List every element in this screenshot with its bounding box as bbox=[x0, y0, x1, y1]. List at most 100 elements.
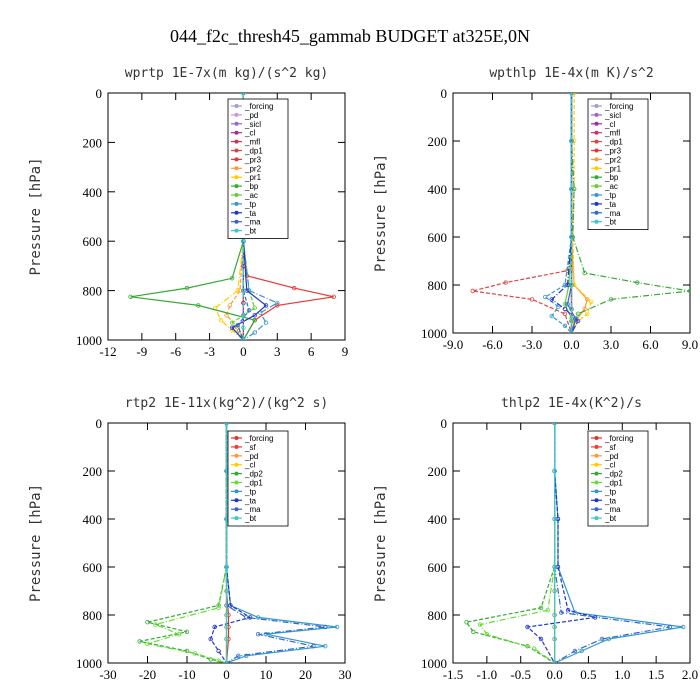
data-point bbox=[241, 238, 246, 244]
legend-label: _cl bbox=[604, 461, 615, 470]
y-tick-label: 400 bbox=[83, 185, 103, 200]
y-tick-label: 1000 bbox=[76, 333, 102, 348]
data-point bbox=[184, 285, 190, 291]
series-line bbox=[564, 93, 573, 333]
data-point bbox=[552, 468, 557, 474]
legend-label: _forcing bbox=[244, 434, 273, 443]
data-point bbox=[128, 294, 133, 299]
data-point bbox=[562, 311, 568, 316]
data-point bbox=[545, 608, 550, 613]
series-line bbox=[544, 93, 573, 333]
y-tick-label: 600 bbox=[83, 234, 103, 249]
x-tick-label: 6.0 bbox=[642, 337, 658, 352]
data-point bbox=[569, 234, 574, 240]
data-point bbox=[569, 306, 574, 312]
data-point bbox=[246, 308, 252, 313]
y-tick-label: 800 bbox=[83, 608, 103, 623]
y-tick-label: 400 bbox=[83, 512, 103, 527]
legend-marker bbox=[594, 121, 599, 126]
legend-label: _ma bbox=[244, 218, 261, 227]
data-point bbox=[569, 186, 574, 192]
x-tick-label: -20 bbox=[139, 667, 156, 682]
x-tick-label: -30 bbox=[99, 667, 116, 682]
y-tick-label: 600 bbox=[83, 560, 103, 575]
x-tick-label: 0 bbox=[240, 344, 247, 359]
legend-label: _forcing bbox=[604, 102, 633, 111]
data-point bbox=[503, 280, 508, 285]
legend-label: _tp bbox=[244, 487, 257, 496]
legend-label: _bt bbox=[244, 227, 257, 236]
data-point bbox=[565, 608, 571, 613]
data-point bbox=[241, 93, 246, 96]
y-tick-label: 0 bbox=[96, 86, 103, 101]
data-point bbox=[552, 423, 557, 426]
data-point bbox=[275, 300, 280, 306]
x-tick-label: -6 bbox=[170, 344, 181, 359]
legend-marker bbox=[234, 130, 239, 135]
legend-marker bbox=[234, 139, 239, 144]
legend-label: _mfl bbox=[604, 129, 620, 138]
series-group bbox=[464, 423, 686, 663]
legend-label: _sicl bbox=[244, 120, 261, 129]
data-point bbox=[571, 138, 577, 144]
series-line bbox=[472, 93, 573, 333]
legend-marker bbox=[594, 201, 599, 206]
legend-label: _pd bbox=[244, 111, 258, 120]
legend-marker bbox=[594, 498, 599, 503]
y-tick-label: 800 bbox=[83, 284, 103, 299]
legend-marker bbox=[234, 489, 239, 494]
series-line bbox=[479, 423, 556, 663]
legend-marker bbox=[234, 193, 239, 197]
y-tick-label: 200 bbox=[83, 135, 103, 150]
legend-label: _pd bbox=[604, 452, 618, 461]
data-point bbox=[224, 313, 229, 318]
panel-title: rtp2 1E-11x(kg^2)/(kg^2 s) bbox=[125, 396, 329, 411]
data-point bbox=[224, 660, 229, 663]
data-point bbox=[562, 323, 568, 328]
legend-label: _ta bbox=[604, 200, 617, 209]
data-point bbox=[153, 622, 158, 627]
data-point bbox=[241, 288, 246, 293]
data-point bbox=[184, 629, 190, 634]
legend-marker bbox=[234, 175, 239, 180]
legend-label: _dp1 bbox=[604, 138, 623, 147]
legend-label: _pr1 bbox=[604, 164, 622, 173]
data-point bbox=[571, 186, 577, 192]
data-point bbox=[334, 624, 340, 630]
data-point bbox=[635, 280, 640, 285]
data-point bbox=[275, 303, 280, 308]
panel-3: rtp2 1E-11x(kg^2)/(kg^2 s) Pressure [hPa]… bbox=[28, 396, 352, 682]
legend-marker bbox=[234, 498, 239, 503]
data-point bbox=[263, 303, 269, 308]
legend-box bbox=[587, 98, 649, 231]
data-point bbox=[229, 276, 235, 281]
legend-label: _sf bbox=[604, 443, 616, 452]
legend-label: _cl bbox=[244, 129, 255, 138]
x-tick-label: 6 bbox=[308, 344, 315, 359]
data-point bbox=[575, 311, 581, 316]
legend-marker bbox=[594, 210, 599, 215]
data-point bbox=[569, 282, 574, 288]
data-point bbox=[562, 302, 568, 307]
panel-title: wprtp 1E-7x(m kg)/(s^2 kg) bbox=[125, 66, 329, 81]
legend-marker bbox=[594, 193, 599, 197]
legend-label: _bt bbox=[244, 514, 257, 523]
legend-marker bbox=[234, 462, 239, 467]
legend-label: _bp bbox=[604, 173, 619, 182]
panel-4: thlp2 1E-4x(K^2)/s Pressure [hPa] 0 200 400 6… bbox=[373, 396, 698, 682]
legend-marker bbox=[234, 507, 239, 512]
x-tick-label: -6.0 bbox=[482, 337, 503, 352]
legend-marker bbox=[594, 184, 599, 189]
series-line bbox=[465, 423, 556, 663]
legend-marker bbox=[234, 201, 239, 206]
data-point bbox=[224, 612, 229, 618]
figure-title: 044_f2c_thresh45_gammab BUDGET at325E,0N bbox=[170, 26, 530, 46]
series-line bbox=[570, 93, 690, 333]
legend-marker bbox=[594, 453, 599, 458]
y-tick-label: 400 bbox=[428, 512, 448, 527]
data-point bbox=[224, 624, 229, 630]
data-point bbox=[571, 282, 577, 288]
data-point bbox=[552, 564, 557, 570]
legend-marker bbox=[234, 112, 239, 117]
